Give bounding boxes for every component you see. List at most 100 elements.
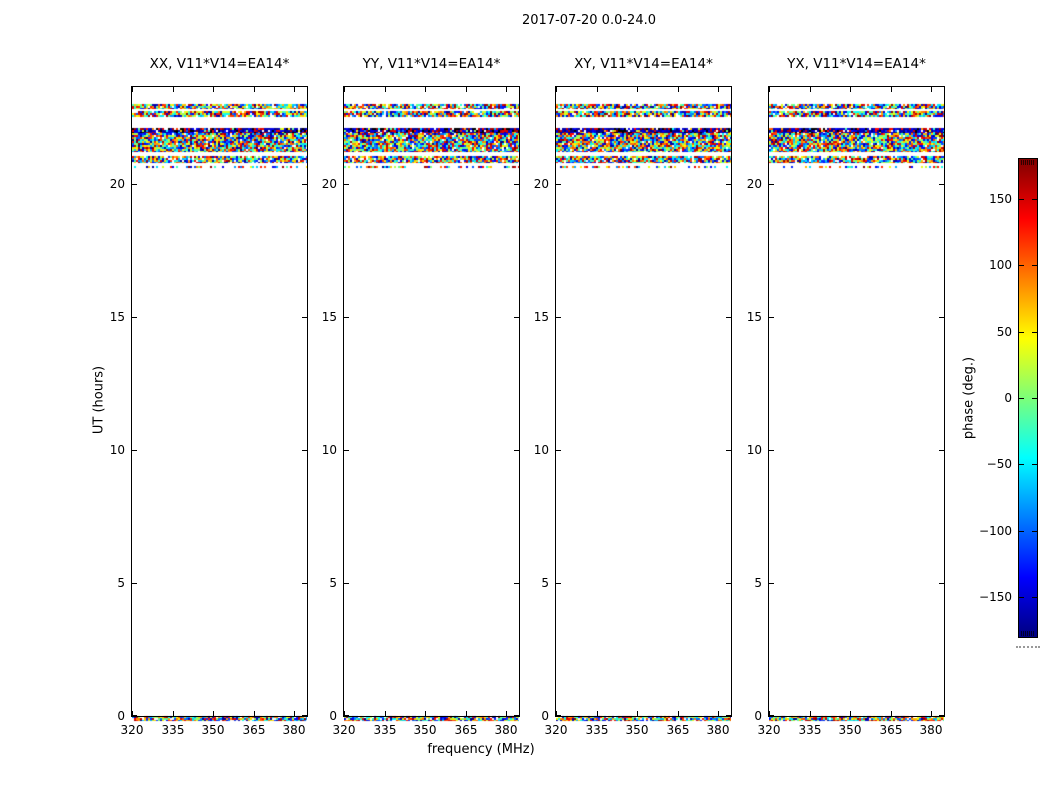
colorbar-tick xyxy=(1032,398,1037,399)
y-tick xyxy=(556,715,561,716)
heatmap-canvas-yx xyxy=(769,87,944,723)
colorbar-tick xyxy=(1019,464,1024,465)
x-tick xyxy=(294,711,295,716)
y-tick xyxy=(514,317,519,318)
x-tick xyxy=(769,711,770,716)
colorbar-edge-dash xyxy=(1025,160,1026,165)
colorbar-tick xyxy=(1019,531,1024,532)
colorbar-tick-label: 50 xyxy=(996,325,1012,339)
x-tick xyxy=(931,87,932,92)
x-tick xyxy=(132,87,133,92)
colorbar-tick xyxy=(1019,597,1024,598)
y-tick-label: 20 xyxy=(109,177,125,191)
y-tick-label: 10 xyxy=(746,443,762,457)
y-tick-label: 10 xyxy=(109,443,125,457)
x-tick-label: 350 xyxy=(838,723,862,737)
x-tick-label: 350 xyxy=(413,723,437,737)
colorbar-tick xyxy=(1019,199,1024,200)
colorbar-edge-dash xyxy=(1027,631,1028,636)
y-tick-label: 0 xyxy=(329,709,337,723)
colorbar-tick xyxy=(1032,265,1037,266)
y-tick xyxy=(302,450,307,451)
y-tick xyxy=(726,715,731,716)
y-tick xyxy=(302,317,307,318)
y-tick-label: 20 xyxy=(533,177,549,191)
y-tick xyxy=(556,583,561,584)
y-tick-label: 20 xyxy=(321,177,337,191)
x-axis-label: frequency (MHz) xyxy=(427,742,535,757)
x-tick xyxy=(597,711,598,716)
x-tick xyxy=(718,87,719,92)
y-tick xyxy=(132,317,137,318)
y-tick-label: 5 xyxy=(117,576,125,590)
x-tick xyxy=(294,87,295,92)
x-tick xyxy=(769,87,770,92)
y-tick xyxy=(556,317,561,318)
x-tick xyxy=(466,711,467,716)
x-tick-label: 320 xyxy=(757,723,781,737)
y-tick xyxy=(514,450,519,451)
heatmap-canvas-xx xyxy=(132,87,307,723)
y-axis-label: UT (hours) xyxy=(91,365,107,435)
colorbar-edge-dash xyxy=(1033,160,1034,165)
y-tick xyxy=(726,317,731,318)
y-tick xyxy=(344,184,349,185)
colorbar-tick-label: −150 xyxy=(979,590,1012,604)
y-tick xyxy=(132,583,137,584)
y-tick xyxy=(344,317,349,318)
x-tick-label: 350 xyxy=(201,723,225,737)
x-tick xyxy=(678,711,679,716)
colorbar-edge-dash xyxy=(1033,631,1034,636)
y-tick xyxy=(556,450,561,451)
x-tick-label: 380 xyxy=(494,723,518,737)
y-tick-label: 10 xyxy=(321,443,337,457)
x-tick xyxy=(173,87,174,92)
x-tick xyxy=(891,711,892,716)
x-tick xyxy=(213,87,214,92)
x-tick xyxy=(132,711,133,716)
x-tick-label: 380 xyxy=(282,723,306,737)
colorbar-edge-dash xyxy=(1027,160,1028,165)
x-tick xyxy=(344,87,345,92)
x-tick-label: 320 xyxy=(120,723,144,737)
x-tick xyxy=(810,87,811,92)
y-tick xyxy=(769,317,774,318)
y-tick xyxy=(726,184,731,185)
x-tick-label: 335 xyxy=(161,723,185,737)
colorbar-tick xyxy=(1032,597,1037,598)
y-tick xyxy=(939,715,944,716)
colorbar-tick xyxy=(1019,265,1024,266)
x-tick-label: 380 xyxy=(706,723,730,737)
x-tick xyxy=(810,711,811,716)
panel-title-yy: YY, V11*V14=EA14* xyxy=(362,56,501,72)
figure-title: 2017-07-20 0.0-24.0 xyxy=(522,13,656,28)
y-tick-label: 0 xyxy=(541,709,549,723)
y-tick xyxy=(132,184,137,185)
colorbar-tick-label: −100 xyxy=(979,524,1012,538)
x-tick-label: 320 xyxy=(332,723,356,737)
x-tick xyxy=(850,711,851,716)
y-tick xyxy=(769,184,774,185)
colorbar-edge-dash xyxy=(1029,160,1030,165)
x-tick xyxy=(425,711,426,716)
colorbar-tick-label: 0 xyxy=(1004,391,1012,405)
x-tick-label: 365 xyxy=(242,723,266,737)
y-tick xyxy=(514,583,519,584)
x-tick xyxy=(597,87,598,92)
colorbar-edge-dash xyxy=(1029,631,1030,636)
colorbar-edge-dash xyxy=(1025,631,1026,636)
y-tick-label: 20 xyxy=(746,177,762,191)
colorbar-tick xyxy=(1019,332,1024,333)
x-tick xyxy=(637,87,638,92)
y-tick-label: 10 xyxy=(533,443,549,457)
y-tick-label: 15 xyxy=(746,310,762,324)
y-tick xyxy=(514,184,519,185)
colorbar-edge-dash xyxy=(1031,631,1032,636)
x-tick xyxy=(254,711,255,716)
x-tick xyxy=(344,711,345,716)
y-tick-label: 5 xyxy=(329,576,337,590)
x-tick-label: 365 xyxy=(879,723,903,737)
y-tick-label: 5 xyxy=(754,576,762,590)
y-tick xyxy=(344,715,349,716)
x-tick xyxy=(931,711,932,716)
